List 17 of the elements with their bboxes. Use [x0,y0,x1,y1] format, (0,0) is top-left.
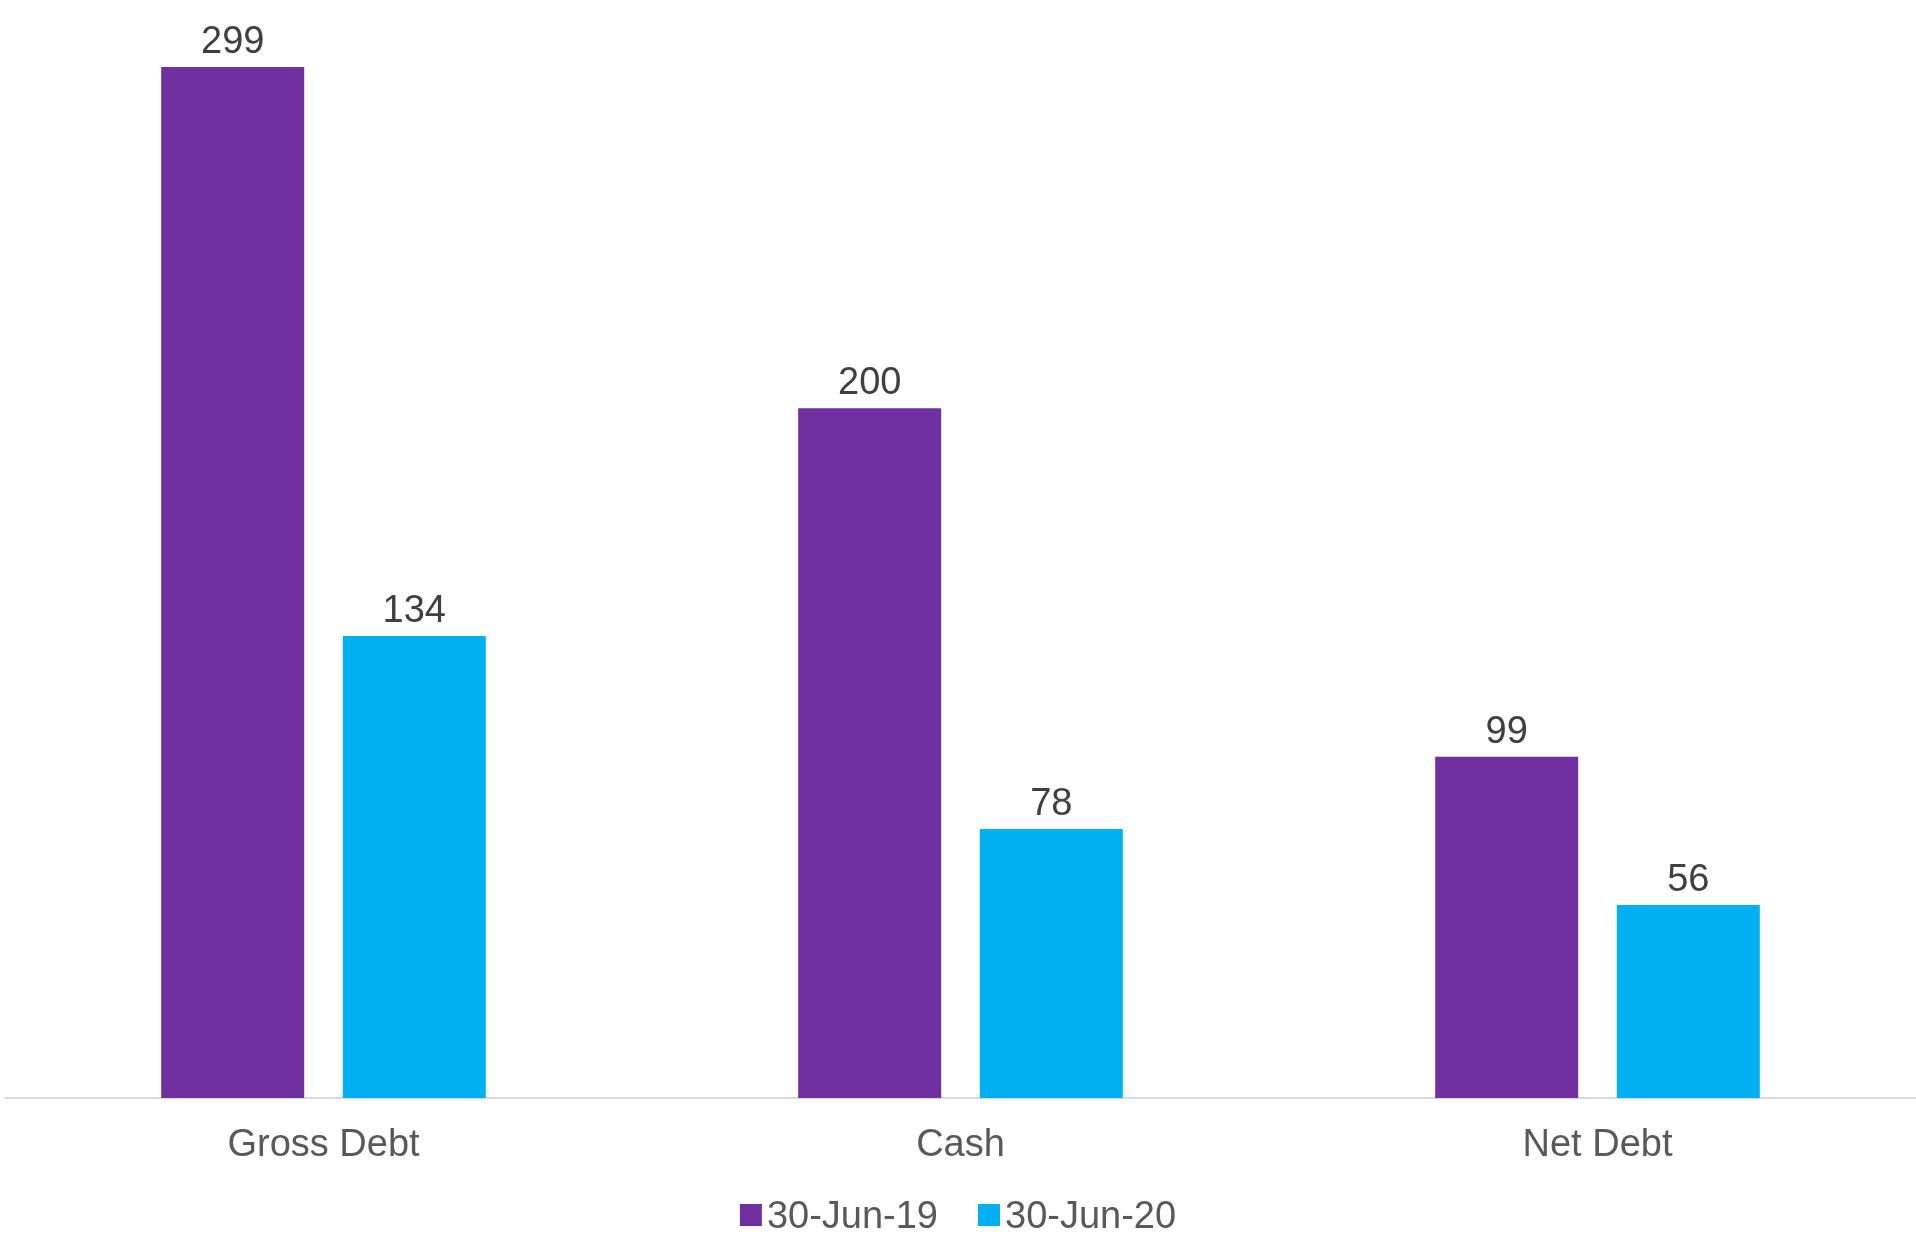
bar [1435,756,1579,1098]
data-label: 99 [1485,708,1528,751]
bar [161,67,305,1098]
data-label: 78 [1030,781,1073,824]
bar [979,829,1123,1098]
x-tick-label: Net Debt [1522,1122,1673,1164]
bar [798,408,942,1098]
legend-label: 30-Jun-19 [766,1194,939,1236]
data-label: 134 [382,587,447,630]
data-label: 56 [1667,856,1710,899]
bar [1616,904,1760,1098]
data-label: 299 [200,19,265,61]
x-tick-label: Gross Debt [227,1122,421,1164]
legend-label: 30-Jun-20 [1005,1194,1177,1236]
x-tick-label: Cash [916,1122,1005,1164]
data-label: 200 [837,360,902,403]
bar [342,635,486,1098]
